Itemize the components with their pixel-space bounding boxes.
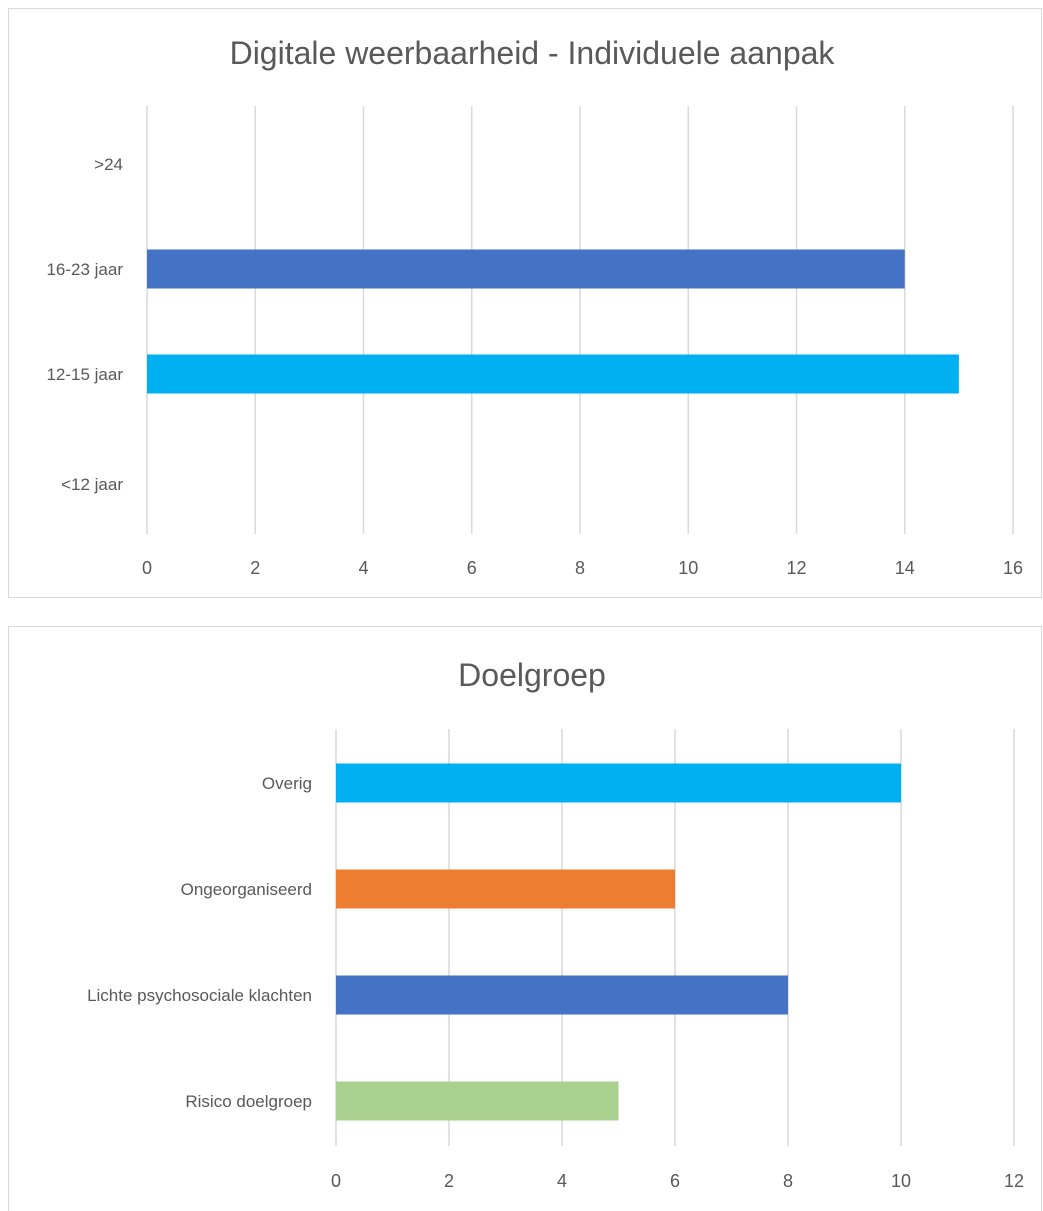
- chart1-tick-label: 8: [575, 558, 585, 578]
- chart-age-groups: [8, 8, 1042, 598]
- chart2-bar: [336, 869, 675, 909]
- chart1-category-labels: >24 16-23 jaar 12-15 jaar <12 jaar: [46, 155, 123, 494]
- chart1-tick-labels: 0 2 4 6 8 10 12 14 16: [142, 558, 1023, 578]
- chart1-category-label: 12-15 jaar: [46, 365, 123, 384]
- chart2-category-label: Overig: [262, 774, 312, 793]
- chart2-category-labels: Overig Ongeorganiseerd Lichte psychosoci…: [87, 774, 312, 1111]
- chart1-tick-label: 2: [250, 558, 260, 578]
- chart2-tick-label: 2: [444, 1171, 454, 1191]
- chart1-title: Digitale weerbaarheid - Individuele aanp…: [230, 35, 836, 71]
- chart2-bar: [336, 975, 788, 1015]
- chart2-category-label: Ongeorganiseerd: [181, 880, 312, 899]
- chart1-tick-label: 0: [142, 558, 152, 578]
- chart2-tick-label: 8: [783, 1171, 793, 1191]
- chart1-category-label: >24: [94, 155, 123, 174]
- chart2-bar: [336, 763, 901, 803]
- chart1-tick-label: 16: [1003, 558, 1023, 578]
- chart1-tick-label: 6: [467, 558, 477, 578]
- chart2-tick-labels: 0 2 4 6 8 10 12: [331, 1171, 1024, 1191]
- chart2-tick-label: 12: [1004, 1171, 1024, 1191]
- chart1-tick-label: 4: [358, 558, 368, 578]
- chart1-bar: [147, 354, 959, 394]
- chart1-bars: [147, 249, 959, 394]
- chart1-gridlines: [146, 106, 1014, 534]
- chart2-bar: [336, 1081, 619, 1121]
- chart2-tick-label: 4: [557, 1171, 567, 1191]
- chart2-tick-label: 6: [670, 1171, 680, 1191]
- chart1-tick-label: 14: [895, 558, 915, 578]
- chart1-category-label: <12 jaar: [61, 475, 123, 494]
- chart2-tick-label: 10: [891, 1171, 911, 1191]
- chart2-category-label: Lichte psychosociale klachten: [87, 986, 312, 1005]
- chart2-title: Doelgroep: [458, 657, 606, 693]
- chart2-bars: [336, 763, 901, 1121]
- chart2-tick-label: 0: [331, 1171, 341, 1191]
- chart1-category-label: 16-23 jaar: [46, 260, 123, 279]
- chart2-category-label: Risico doelgroep: [185, 1092, 312, 1111]
- chart1-tick-label: 12: [786, 558, 806, 578]
- chart1-bar: [147, 249, 905, 289]
- chart1-tick-label: 10: [678, 558, 698, 578]
